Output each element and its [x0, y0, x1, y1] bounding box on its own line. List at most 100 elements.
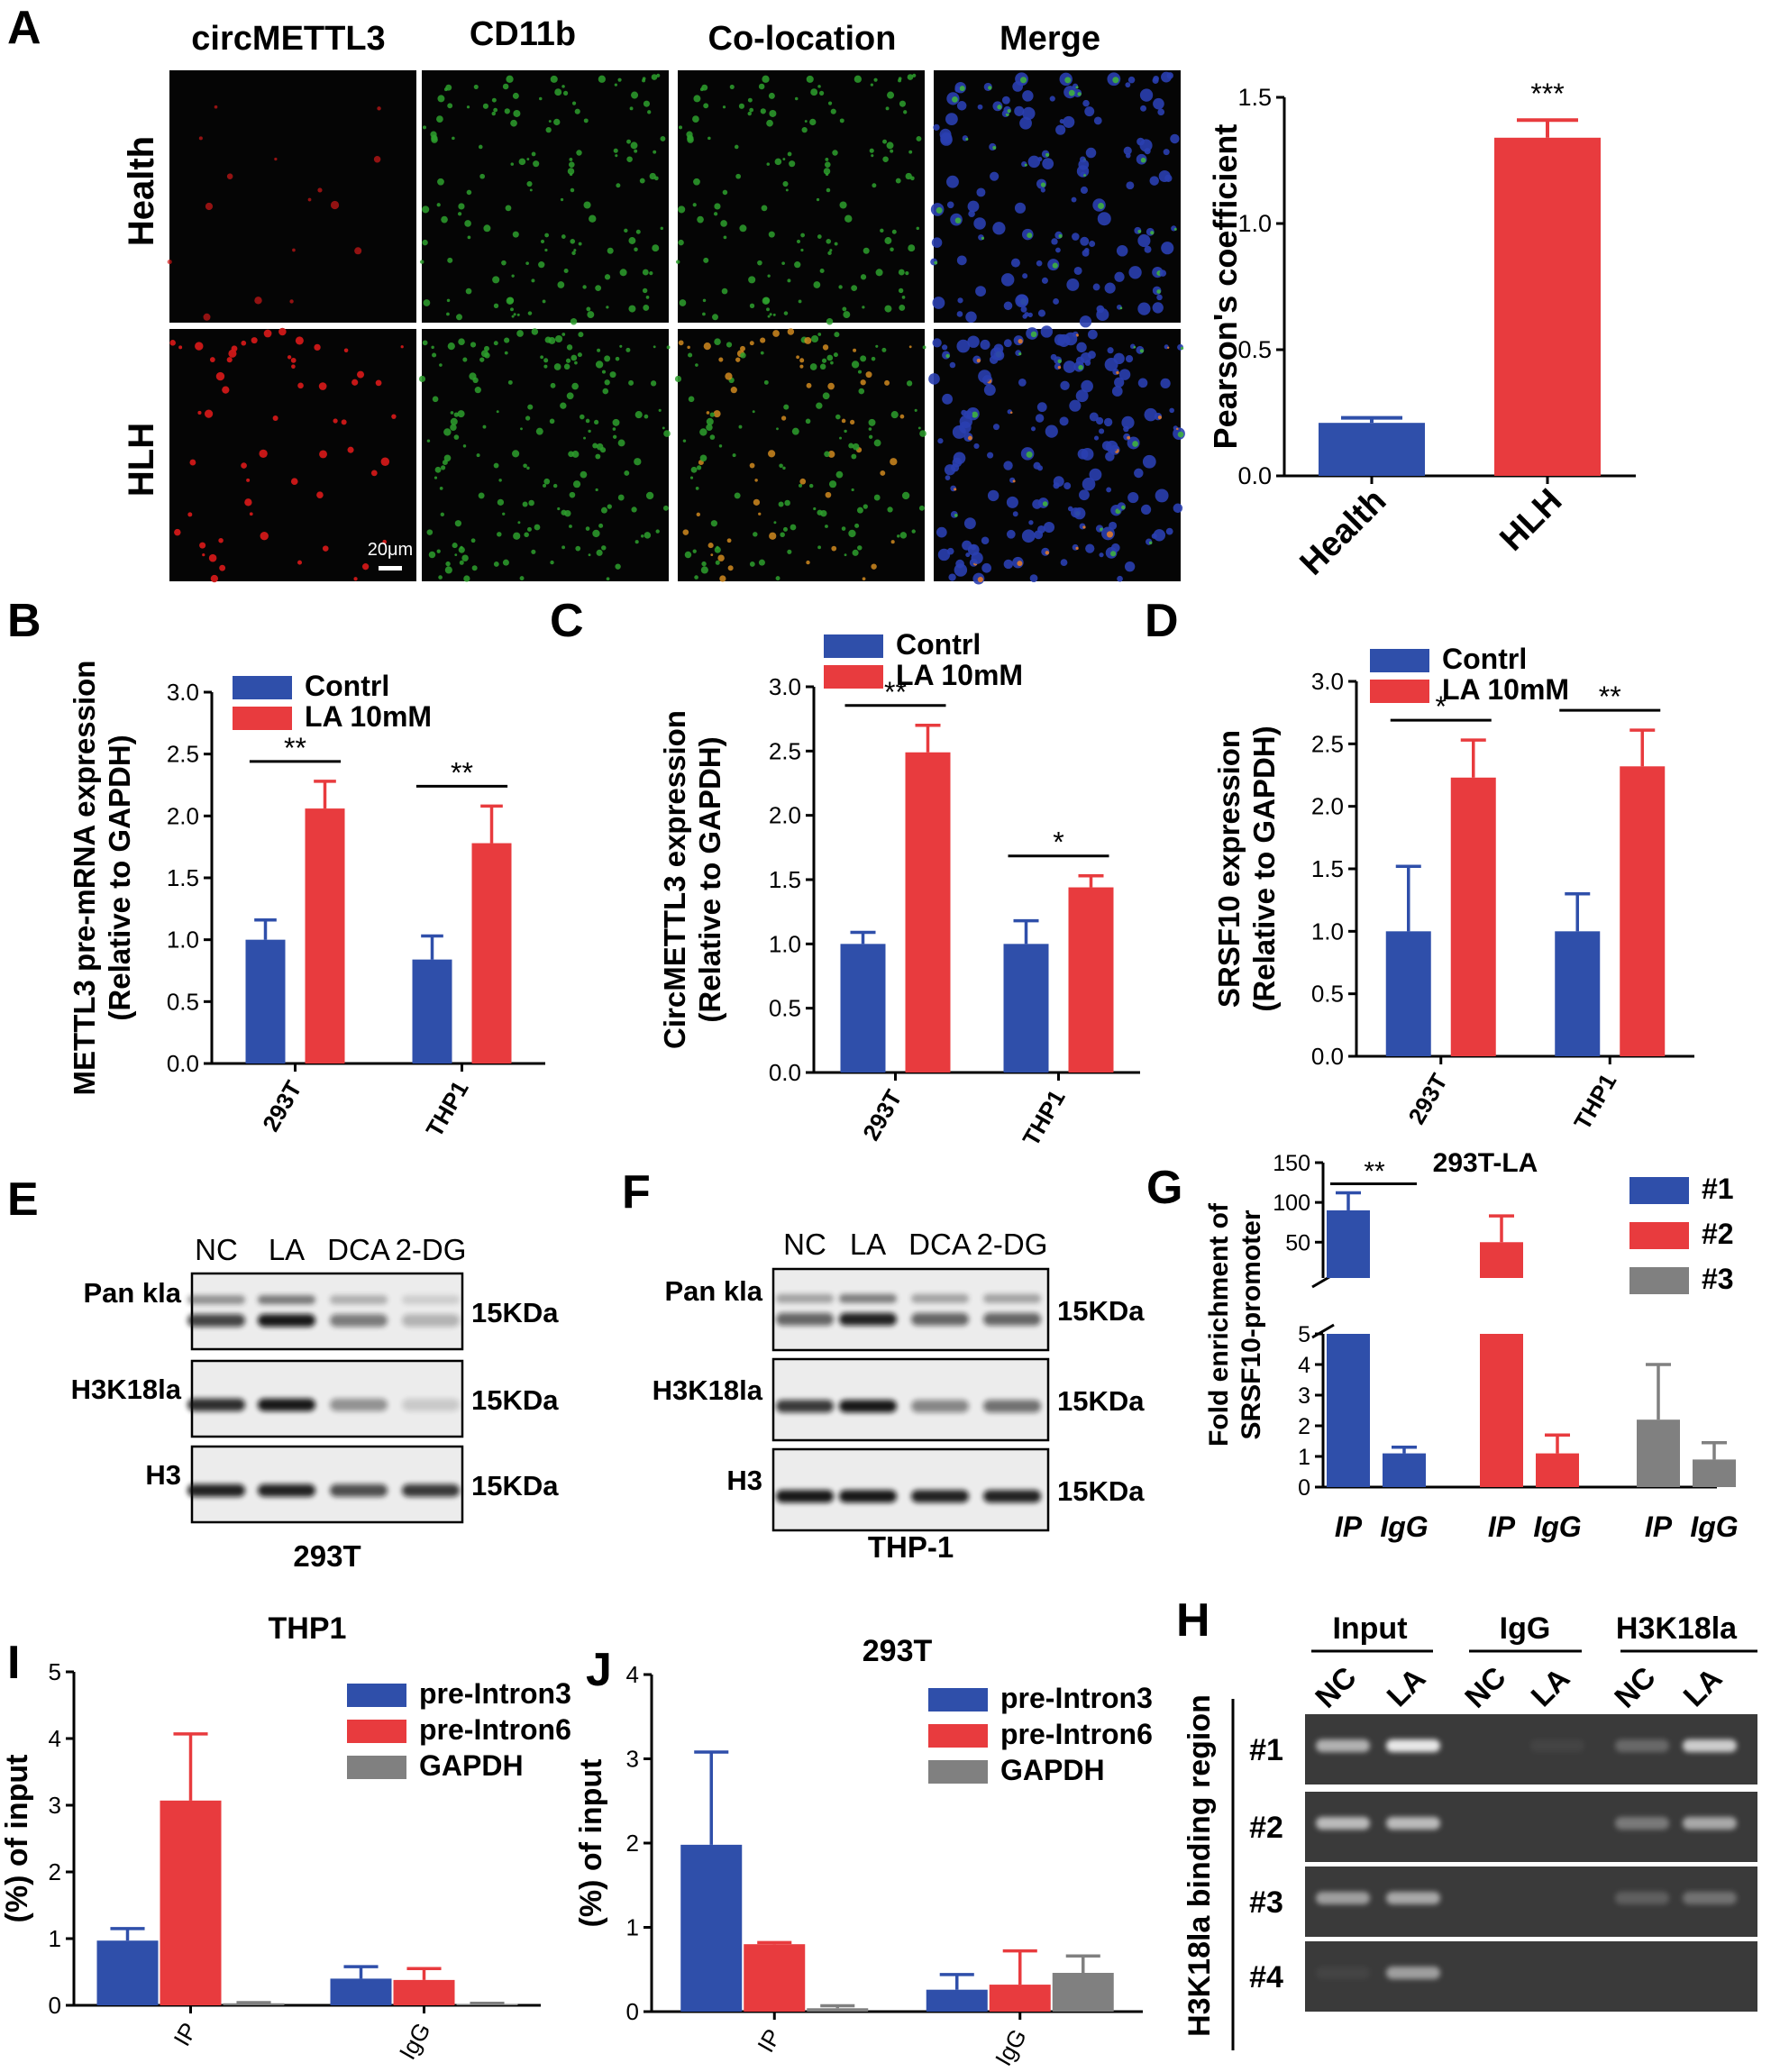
bar [412, 959, 452, 1063]
nucleus-signal [1079, 489, 1090, 501]
cell-signal [844, 215, 853, 223]
cell-signal [246, 478, 251, 482]
cell-signal [813, 507, 817, 511]
nucleus-signal [1036, 465, 1044, 471]
nucleus-signal [1149, 176, 1159, 186]
nucleus-signal [1037, 525, 1045, 534]
cell-signal [871, 154, 874, 158]
cell-signal [479, 173, 485, 179]
cell-signal [502, 559, 509, 566]
nucleus-signal [1159, 269, 1167, 277]
blot-band [258, 1295, 315, 1305]
cell-signal [774, 158, 782, 166]
cell-signal [543, 478, 551, 485]
cell-signal [461, 554, 469, 561]
cell-signal [727, 565, 734, 571]
cell-signal [571, 382, 579, 390]
significance-label: * [1053, 826, 1063, 859]
cell-signal [563, 363, 571, 370]
nucleus-signal [1157, 108, 1165, 116]
y-tick-label: 1.0 [1311, 917, 1344, 945]
cell-signal [713, 212, 718, 216]
nucleus-signal [990, 171, 1000, 181]
cell-signal [886, 141, 894, 150]
cell-signal [531, 151, 536, 157]
cell-signal [497, 498, 505, 506]
y-tick-label: 50 [1285, 1230, 1310, 1255]
cell-signal [501, 260, 507, 266]
blot-band [776, 1312, 834, 1326]
cell-signal [827, 101, 833, 105]
cell-signal [391, 414, 397, 419]
cell-signal [772, 330, 780, 337]
blot-cell-line: THP-1 [868, 1530, 954, 1564]
cell-signal [825, 172, 829, 177]
bar [1385, 931, 1431, 1056]
cell-signal [835, 470, 844, 479]
cell-signal [723, 235, 727, 240]
cell-signal [1110, 551, 1117, 557]
chart-mettl3-pre-mrna: 0.0 0.5 1.0 1.5 2.0 2.5 3.0 293T ** THP1 ** METTL3 … [68, 661, 545, 1142]
cell-signal [780, 532, 785, 538]
cell-signal [890, 247, 894, 251]
cell-signal [557, 507, 561, 511]
cell-signal [575, 545, 581, 552]
cell-signal [853, 348, 857, 352]
cell-signal [674, 375, 682, 382]
y-tick-label: 0.5 [167, 988, 199, 1015]
cell-signal [701, 561, 707, 567]
cell-signal [965, 137, 969, 141]
cell-signal [890, 540, 895, 544]
cell-signal [690, 466, 698, 473]
cell-signal [761, 205, 768, 212]
cell-signal [863, 504, 868, 509]
gel-band [1615, 1817, 1669, 1830]
cell-signal [205, 202, 214, 211]
cell-signal [446, 312, 450, 316]
cell-signal [544, 233, 549, 238]
cell-signal [520, 427, 523, 431]
cell-signal [585, 526, 590, 531]
cell-signal [713, 410, 721, 418]
nucleus-signal [1099, 428, 1105, 434]
cell-signal [204, 409, 214, 418]
cell-signal [655, 529, 660, 534]
nucleus-signal [1014, 202, 1027, 214]
nucleus-signal [1001, 96, 1010, 105]
blot-band [776, 1293, 834, 1303]
nucleus-signal [948, 573, 956, 581]
bar [456, 2004, 518, 2005]
cell-signal [428, 551, 436, 559]
blot-size-label: 15KDa [1057, 1385, 1145, 1417]
cell-signal [712, 314, 718, 321]
gel-lane-label: LA [1524, 1661, 1575, 1712]
x-category-label: IP [1645, 1511, 1673, 1543]
cell-signal [813, 281, 821, 288]
cell-signal [805, 418, 811, 424]
cell-signal [617, 78, 622, 82]
nucleus-signal [965, 311, 977, 324]
nucleus-signal [1072, 233, 1080, 241]
cell-signal [370, 470, 378, 477]
cell-signal [377, 106, 381, 111]
y-tick-label: 1.0 [769, 930, 801, 957]
chart-title: 293T [863, 1634, 933, 1668]
legend-label: LA 10mM [305, 700, 432, 733]
y-axis-label-2: SRSF10-promoter [1237, 1209, 1266, 1439]
cell-signal [422, 239, 428, 246]
cell-signal [675, 260, 680, 264]
cell-signal [582, 285, 587, 289]
gel-band [1615, 1892, 1669, 1904]
cell-signal [1156, 289, 1161, 294]
cell-signal [598, 523, 604, 528]
cell-signal [272, 415, 278, 422]
cell-signal [678, 239, 684, 246]
nucleus-signal [987, 489, 1000, 502]
micrograph-bg [934, 70, 1181, 323]
nucleus-signal [1160, 378, 1171, 388]
cell-signal [578, 242, 582, 246]
nucleus-signal [1117, 575, 1123, 582]
cell-signal [474, 387, 481, 394]
cell-signal [436, 115, 443, 123]
bar [744, 1944, 806, 2012]
